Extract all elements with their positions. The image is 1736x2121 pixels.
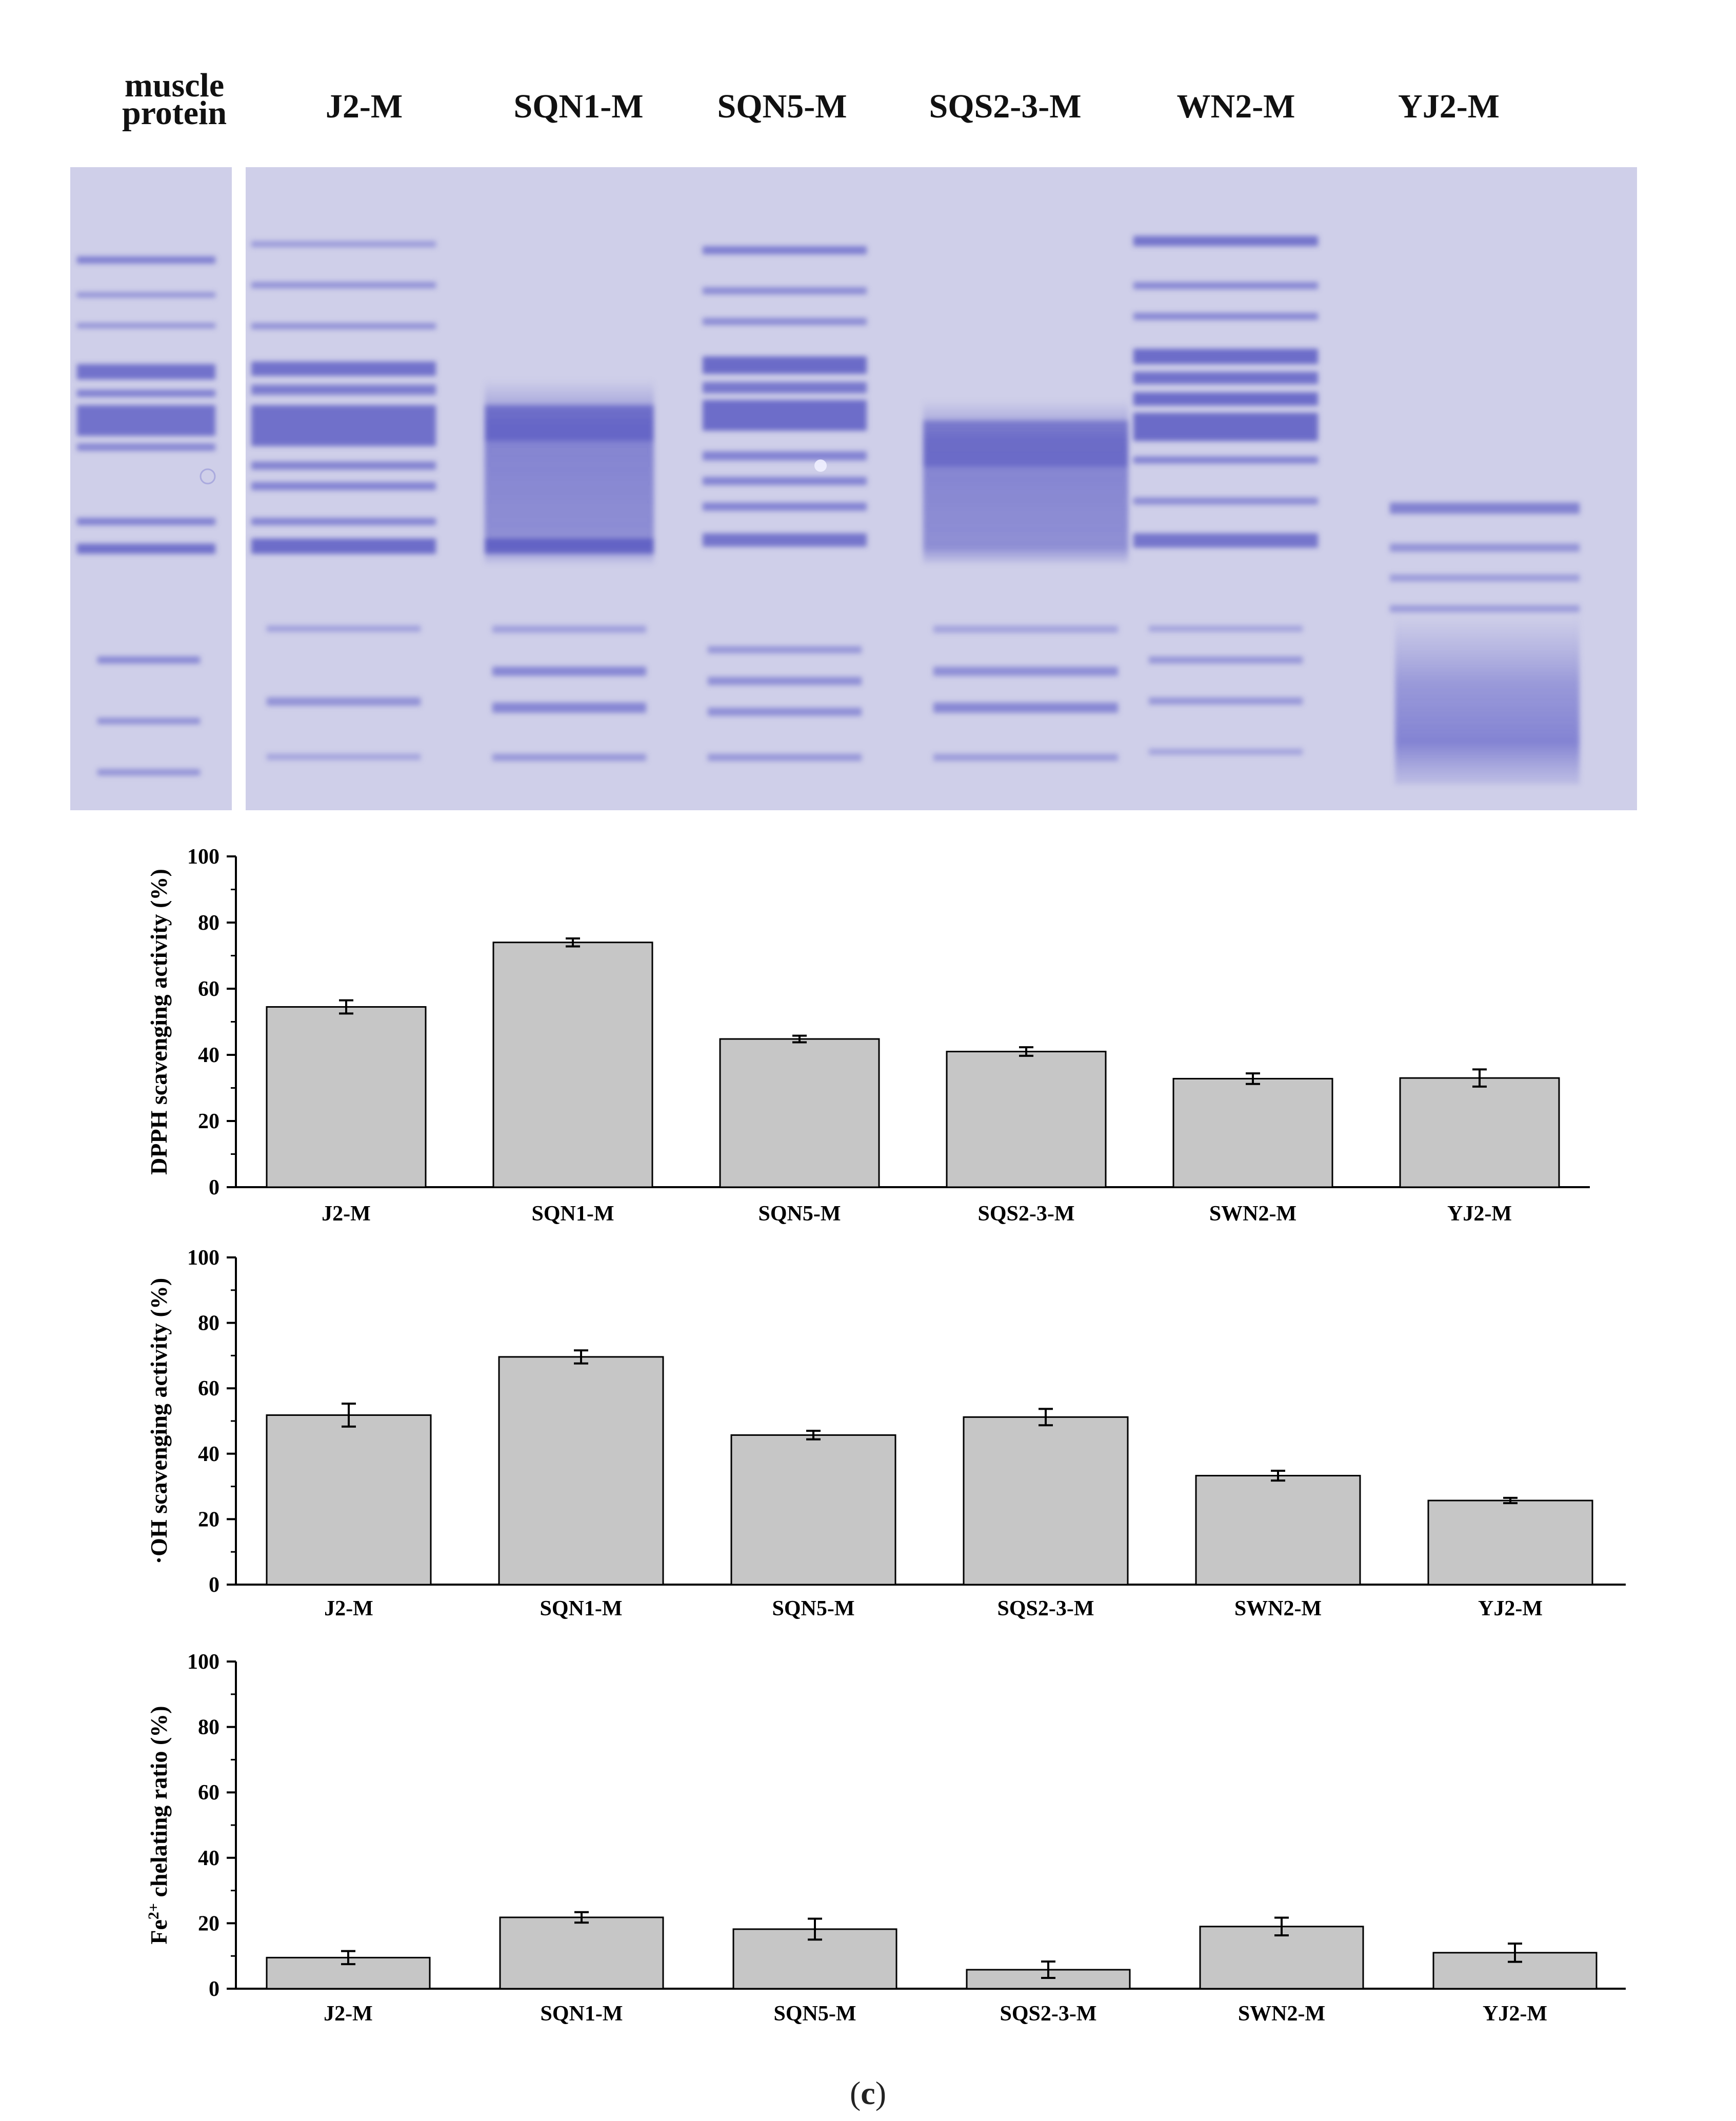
x-category-label: SWN2-M	[1238, 2002, 1325, 2026]
lane-muscle-protein-bands	[77, 256, 215, 775]
y-axis-label-part: chelating ratio (%)	[146, 1706, 172, 1903]
y-tick-label: 100	[187, 1246, 220, 1270]
lane-label-muscle-protein: muscle protein	[115, 67, 233, 132]
y-tick-label: 0	[209, 1977, 220, 2001]
bar-yj2-m	[1399, 1077, 1560, 1188]
x-category-label: YJ2-M	[1483, 2002, 1547, 2026]
y-tick-label: 0	[209, 1573, 220, 1597]
y-axis-label: ·OH scavenging activity (%)	[146, 1278, 172, 1564]
y-tick-label: 20	[198, 1508, 220, 1531]
dpph-chart: 0 20 40 60 80 100 DPPH scavenging activity (%)…	[146, 845, 1590, 1226]
x-category-label: SQN1-M	[532, 1202, 614, 1226]
x-category-label: SQN1-M	[541, 2002, 623, 2026]
y-tick-label: 80	[198, 1312, 220, 1335]
x-category-label: SQN5-M	[774, 2002, 856, 2026]
bar-sqn5-m	[730, 1434, 896, 1586]
lane-wn2m-bands	[1133, 236, 1318, 755]
bar-sqs2-3-m	[946, 1051, 1107, 1188]
y-tick-label: 100	[187, 845, 220, 869]
x-category-label: YJ2-M	[1478, 1597, 1543, 1620]
bar-swn2-m	[1172, 1077, 1333, 1188]
y-axis-label: DPPH scavenging activity (%)	[146, 869, 172, 1175]
y-tick-label: 80	[198, 911, 220, 935]
y-tick-label: 100	[187, 1650, 220, 1674]
sds-page-gel-image	[70, 167, 1637, 810]
bar-sqn1-m	[492, 942, 653, 1188]
figure-label-open: (	[849, 2075, 861, 2111]
bar-swn2-m	[1199, 1926, 1364, 1990]
x-category-label: SQN1-M	[540, 1597, 623, 1620]
x-category-label: SQN5-M	[759, 1202, 841, 1226]
y-tick-label: 60	[198, 977, 220, 1001]
x-category-label: J2-M	[322, 1202, 371, 1226]
lane-label-muscle-protein-text: muscle protein	[122, 67, 227, 132]
x-category-label: SQS2-3-M	[997, 1597, 1094, 1620]
y-tick-label: 20	[198, 1110, 220, 1133]
figure-label-letter: c	[861, 2075, 875, 2111]
bar-sqs2-3-m	[963, 1416, 1129, 1586]
bar-sqn1-m	[498, 1356, 664, 1586]
y-tick-label: 40	[198, 1847, 220, 1870]
x-category-label: YJ2-M	[1447, 1202, 1512, 1226]
y-tick-label: 20	[198, 1912, 220, 1935]
lane-label-wn2m: WN2-M	[1176, 88, 1295, 125]
gel-lane-labels: muscle protein J2-M SQN1-M SQN5-M SQS2-3…	[0, 0, 1736, 164]
y-tick-label: 60	[198, 1781, 220, 1805]
bar-j2-m	[266, 1414, 432, 1586]
lane-sqs23m-bands	[923, 400, 1128, 761]
lane-label-j2m: J2-M	[325, 88, 403, 125]
lane-sqn1m-bands	[485, 379, 654, 761]
y-tick-label: 0	[209, 1176, 220, 1199]
x-category-label: SQS2-3-M	[1000, 2002, 1097, 2026]
figure-label-close: )	[875, 2075, 887, 2111]
x-category-label: SWN2-M	[1234, 1597, 1322, 1620]
lane-label-sqn1m: SQN1-M	[513, 88, 644, 125]
y-axis-label: Fe2+ chelating ratio (%)	[145, 1706, 172, 1944]
y-tick-label: 60	[198, 1377, 220, 1400]
bar-swn2-m	[1195, 1475, 1361, 1586]
y-tick-label: 80	[198, 1716, 220, 1739]
y-tick-label: 40	[198, 1443, 220, 1466]
lane-yj2m-bands	[1390, 503, 1580, 785]
bar-sqn5-m	[719, 1038, 880, 1188]
x-category-label: SWN2-M	[1209, 1202, 1296, 1226]
y-axis-label-superscript: 2+	[145, 1903, 162, 1919]
lane-label-sqs23m: SQS2-3-M	[929, 88, 1082, 125]
y-tick-label: 40	[198, 1044, 220, 1067]
figure-panel-label: (c)	[0, 2074, 1736, 2112]
lane-sqn5m-bands	[703, 246, 867, 761]
x-category-label: SQN5-M	[772, 1597, 855, 1620]
x-category-label: J2-M	[324, 2002, 373, 2026]
lane-j2m-bands	[251, 241, 436, 760]
bar-j2-m	[266, 1006, 427, 1188]
bar-sqn1-m	[499, 1916, 664, 1990]
y-axis-label-part: Fe	[146, 1919, 172, 1945]
x-category-label: SQS2-3-M	[978, 1202, 1075, 1226]
lane-label-yj2m: YJ2-M	[1398, 88, 1500, 125]
oh-chart: 0 20 40 60 80 100 ·OH scavenging activity (%) J…	[146, 1246, 1626, 1620]
lane-label-sqn5m: SQN5-M	[717, 88, 847, 125]
bar-yj2-m	[1427, 1499, 1593, 1586]
fe-chart: 0 20 40 60 80 100 Fe2+ chelating ratio (%) J2-M…	[145, 1650, 1626, 2026]
x-category-label: J2-M	[324, 1597, 373, 1620]
